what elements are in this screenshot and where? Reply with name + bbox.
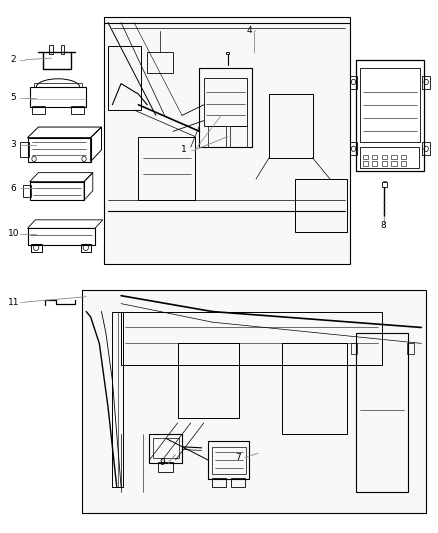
Bar <box>138 136 195 200</box>
Bar <box>372 161 378 166</box>
Bar <box>23 185 31 197</box>
Text: 4: 4 <box>247 26 252 35</box>
Bar <box>372 155 378 159</box>
Bar <box>382 155 387 159</box>
Bar <box>382 161 387 166</box>
Bar <box>360 147 419 168</box>
Bar <box>363 161 368 166</box>
Bar <box>199 68 252 147</box>
Bar <box>401 161 406 166</box>
Bar <box>382 182 387 187</box>
Ellipse shape <box>181 82 184 85</box>
Bar <box>422 76 430 89</box>
Bar <box>208 441 250 479</box>
Bar <box>360 68 420 142</box>
Bar <box>147 52 173 73</box>
Bar <box>356 60 424 171</box>
Ellipse shape <box>124 130 127 133</box>
Text: 3: 3 <box>11 140 17 149</box>
Bar <box>350 142 357 155</box>
Bar <box>350 76 357 89</box>
Bar <box>208 126 226 147</box>
Bar <box>81 244 92 252</box>
Bar <box>295 179 347 232</box>
Bar <box>34 83 82 87</box>
Ellipse shape <box>268 61 270 64</box>
Bar <box>158 462 173 472</box>
Bar <box>422 142 430 155</box>
Text: 11: 11 <box>8 297 19 306</box>
Bar <box>391 161 396 166</box>
Bar <box>20 142 29 157</box>
Bar <box>82 290 426 513</box>
Text: 7: 7 <box>236 453 241 462</box>
Bar <box>230 126 247 147</box>
Bar <box>269 94 313 158</box>
Bar <box>61 45 64 54</box>
Text: 1: 1 <box>181 146 187 155</box>
Text: 9: 9 <box>159 458 165 467</box>
Bar <box>49 45 53 54</box>
Bar <box>153 438 179 458</box>
Bar <box>212 447 246 474</box>
Bar <box>108 46 141 110</box>
Bar <box>391 155 396 159</box>
Ellipse shape <box>211 50 214 53</box>
Bar <box>356 333 408 492</box>
Bar <box>149 433 182 463</box>
Bar <box>401 155 406 159</box>
Text: 10: 10 <box>8 229 19 238</box>
Text: 2: 2 <box>11 55 16 64</box>
Bar <box>212 478 226 487</box>
Bar <box>113 312 123 487</box>
Bar <box>28 228 95 245</box>
Text: 5: 5 <box>11 93 17 102</box>
Bar <box>32 106 45 114</box>
Text: 8: 8 <box>381 221 386 230</box>
Bar <box>282 343 347 433</box>
Bar <box>28 138 91 161</box>
Bar <box>178 343 239 418</box>
Bar <box>104 17 350 264</box>
Bar <box>351 343 357 354</box>
Text: 6: 6 <box>11 183 17 192</box>
Bar <box>204 78 247 126</box>
Bar <box>121 312 382 365</box>
Bar <box>226 52 230 54</box>
Bar <box>71 106 84 114</box>
Bar <box>231 478 245 487</box>
Bar <box>30 87 86 108</box>
Bar <box>30 182 84 200</box>
Bar <box>31 244 42 252</box>
Bar <box>363 155 368 159</box>
Bar <box>407 343 413 354</box>
